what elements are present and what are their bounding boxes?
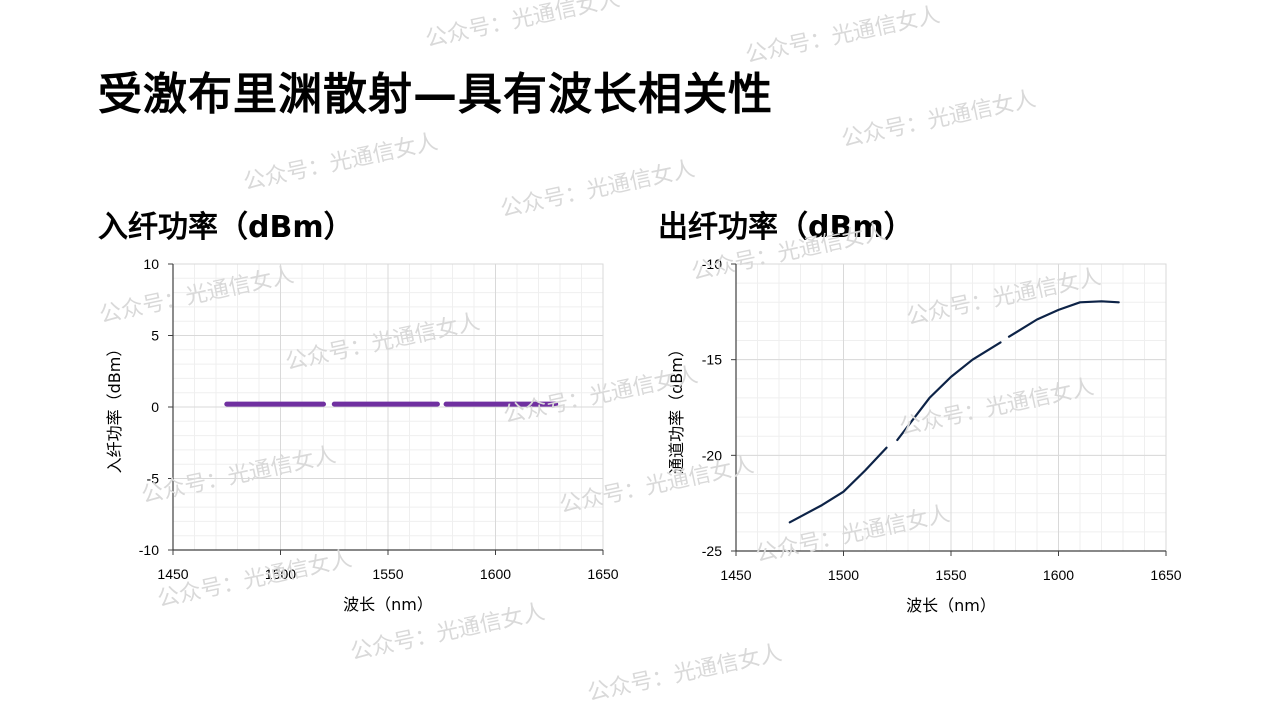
output-power-y-tick-label: -15: [702, 352, 722, 368]
input-power-y-tick-label: 10: [143, 256, 159, 272]
input-power-x-axis-label: 波长（nm）: [343, 595, 433, 614]
output-power-x-tick-label: 1500: [828, 567, 859, 583]
input-power-y-tick-label: 5: [151, 328, 159, 344]
output-power-y-tick-label: -25: [702, 543, 722, 559]
input-power-y-tick-label: -10: [139, 542, 159, 558]
output-power-chart-title: 出纤功率（dBm）: [658, 210, 914, 245]
input-power-x-tick-label: 1550: [372, 566, 403, 582]
input-power-x-tick-label: 1600: [480, 566, 511, 582]
input-power-y-axis-label: 入纤功率（dBm）: [105, 341, 124, 474]
output-power-series-line: [896, 341, 1002, 442]
output-power-series-line: [788, 446, 888, 524]
output-power-y-tick-label: -20: [702, 447, 722, 463]
output-power-x-tick-label: 1450: [720, 567, 751, 583]
input-power-x-tick-label: 1450: [157, 566, 188, 582]
output-power-x-tick-label: 1550: [935, 567, 966, 583]
input-power-chart-title: 入纤功率（dBm）: [98, 210, 354, 245]
output-power-y-tick-label: -10: [702, 256, 722, 272]
output-power-series-line: [1007, 300, 1120, 338]
output-power-chart: 1450 1500 1550 1600 1650 -25 -20 -15 -10 波长（nm） 通道…: [667, 256, 1182, 615]
output-power-y-axis-label: 通道功率（dBm）: [667, 341, 686, 474]
output-power-x-tick-label: 1600: [1043, 567, 1074, 583]
output-power-x-axis-label: 波长（nm）: [906, 596, 996, 615]
slide-title: 受激布里渊散射—具有波长相关性: [98, 69, 773, 120]
input-power-x-tick-label: 1650: [587, 566, 618, 582]
input-power-y-tick-label: -5: [147, 471, 160, 487]
output-power-x-tick-label: 1650: [1150, 567, 1181, 583]
input-power-x-tick-label: 1500: [265, 566, 296, 582]
input-power-chart: 1450 1500 1550 1600 1650 -10 -5 0 5 10 波长（nm） 入纤功率（…: [105, 256, 619, 614]
input-power-y-tick-label: 0: [151, 399, 159, 415]
